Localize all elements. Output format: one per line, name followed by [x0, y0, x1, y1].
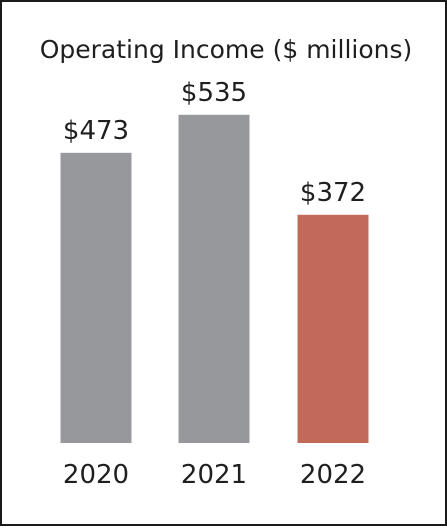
value-labels-group: $473 $535 $372 [63, 78, 366, 208]
bar-2020 [60, 152, 132, 443]
x-tick-label-2022: 2022 [300, 460, 366, 490]
x-tick-labels-group: 2020 2021 2022 [63, 460, 366, 490]
bars-group [60, 114, 369, 443]
chart-title: Operating Income ($ millions) [40, 35, 413, 64]
x-tick-label-2020: 2020 [63, 460, 129, 490]
x-tick-label-2021: 2021 [181, 460, 247, 490]
bar-2021 [178, 114, 250, 443]
value-label-2021: $535 [181, 78, 247, 108]
bar-2022 [297, 214, 369, 443]
value-label-2022: $372 [300, 178, 366, 208]
value-label-2020: $473 [63, 116, 129, 146]
